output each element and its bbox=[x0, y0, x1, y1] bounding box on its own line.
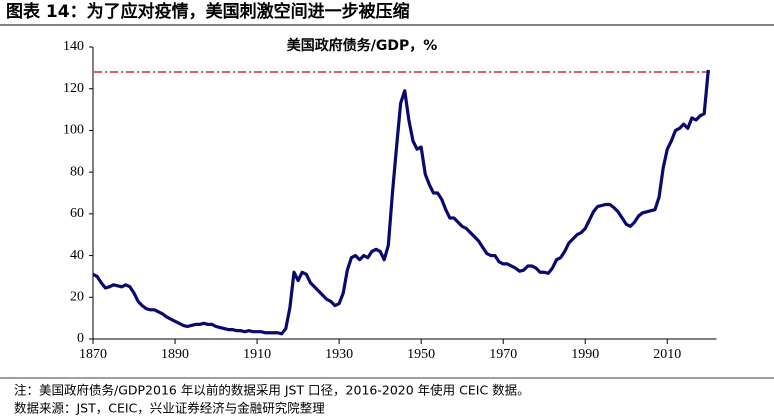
x-tick-label: 1910 bbox=[243, 347, 271, 362]
y-tick-label: 120 bbox=[63, 81, 84, 96]
y-tick-label: 80 bbox=[70, 164, 84, 179]
y-tick-label: 100 bbox=[63, 123, 84, 138]
y-tick-label: 0 bbox=[77, 331, 84, 346]
y-tick-label: 40 bbox=[70, 248, 84, 263]
legend-label: 美国政府债务/GDP，% bbox=[287, 37, 438, 54]
note: 注：美国政府债务/GDP2016 年以前的数据采用 JST 口径，2016-20… bbox=[14, 383, 530, 398]
x-tick-label: 1890 bbox=[161, 347, 189, 362]
y-tick-label: 60 bbox=[70, 206, 84, 221]
x-tick-label: 1970 bbox=[489, 347, 517, 362]
source: 数据来源：JST，CEIC，兴业证券经济与金融研究院整理 bbox=[14, 401, 325, 416]
y-tick-label: 20 bbox=[70, 290, 84, 305]
chart-title: 图表 14：为了应对疫情，美国刺激空间进一步被压缩 bbox=[6, 1, 410, 22]
x-tick-label: 1870 bbox=[79, 347, 107, 362]
x-tick-label: 2010 bbox=[653, 347, 681, 362]
x-tick-label: 1930 bbox=[325, 347, 353, 362]
series-line bbox=[92, 69, 710, 336]
y-tick-label: 140 bbox=[63, 39, 84, 54]
x-tick-label: 1950 bbox=[407, 347, 435, 362]
x-tick-label: 1990 bbox=[571, 347, 599, 362]
